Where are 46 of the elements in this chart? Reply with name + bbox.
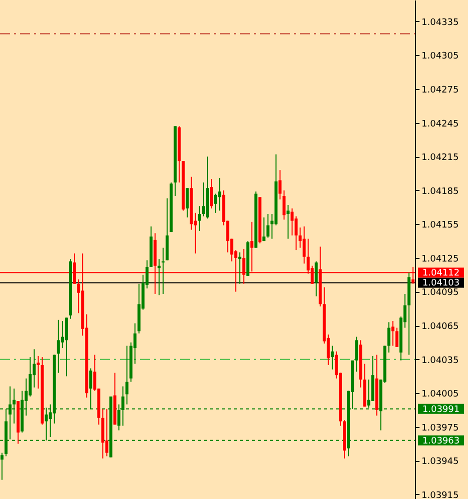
y-tick-label: 1.04215 [422, 153, 459, 164]
candlestick [186, 188, 189, 218]
ref-line-label: 1.03991 [422, 404, 460, 415]
candlestick [294, 216, 298, 251]
y-tick-label: 1.04035 [422, 356, 459, 366]
ref-line-label: 1.04112 [422, 268, 460, 279]
y-tick-label: 1.04095 [422, 288, 459, 298]
candlestick [210, 178, 214, 209]
candlestick [202, 182, 205, 217]
candlestick [198, 206, 201, 232]
y-tick-label: 1.03915 [422, 490, 459, 499]
y-tick-label: 1.04125 [422, 254, 459, 264]
y-tick-label: 1.03975 [422, 423, 459, 434]
candlestick [330, 345, 334, 370]
candlestick [282, 190, 286, 220]
candlestick [56, 319, 60, 374]
candlestick [214, 193, 218, 214]
y-tick-label: 1.04155 [422, 220, 459, 231]
candlestick [105, 408, 108, 457]
candlestick [387, 322, 390, 354]
y-tick-label: 1.04065 [422, 322, 459, 332]
candlestick [290, 208, 294, 236]
candlestick [314, 260, 318, 297]
candlestick [218, 177, 222, 212]
y-tick-label: 1.04335 [422, 18, 459, 28]
candlestick [262, 216, 266, 242]
y-tick-label: 1.04305 [422, 52, 459, 62]
y-tick-label: 1.04185 [422, 186, 459, 197]
y-tick-label: 1.03945 [422, 457, 459, 468]
candlestick [0, 452, 4, 480]
candlestick [391, 320, 394, 346]
ref-line-label: 1.04103 [422, 278, 460, 289]
candlestick [28, 356, 32, 397]
candlestick [64, 317, 68, 377]
candlestick [125, 345, 128, 405]
y-tick-label: 1.04245 [422, 119, 459, 130]
y-tick-label: 1.04005 [422, 390, 459, 400]
y-tick-label: 1.04275 [422, 85, 459, 96]
ref-line-label: 1.03963 [422, 436, 460, 446]
candlestick [278, 170, 282, 200]
candlestick [286, 204, 290, 240]
candlestick [355, 336, 358, 372]
candlestick [36, 355, 40, 390]
candlestick [302, 226, 306, 264]
candlestick [395, 327, 398, 348]
candlestick [266, 214, 270, 238]
